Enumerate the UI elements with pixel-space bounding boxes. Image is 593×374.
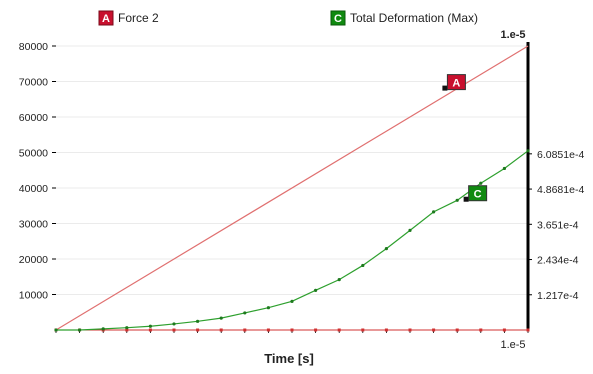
- baseline-series-point: [384, 328, 388, 332]
- y-left-tick-label: 80000: [19, 41, 48, 53]
- x-axis-top-label: 1.e-5: [500, 29, 525, 41]
- callout-label: A: [452, 78, 460, 90]
- axes-layer: 10000 20000 30000 40000 50000 60000 70000 80000…: [19, 41, 584, 333]
- y-left-tick-label: 20000: [19, 254, 48, 266]
- series-line-force: [55, 45, 529, 331]
- y-right-tick-label: 1.217e-4: [537, 290, 579, 302]
- series-point-deformation: [361, 263, 365, 268]
- baseline-series-point: [361, 328, 365, 332]
- y-right-tick-label: 4.8681e-4: [537, 184, 584, 196]
- series-point-deformation: [54, 328, 58, 332]
- y-left-tick-label: 10000: [19, 290, 48, 302]
- y-right-tick-label: 6.0851e-4: [537, 149, 584, 161]
- series-layer: [54, 45, 530, 332]
- baseline-series-point: [172, 328, 176, 332]
- series-point-deformation: [125, 326, 129, 330]
- series-point-deformation: [266, 306, 270, 310]
- y-left-tick-label: 60000: [19, 112, 48, 124]
- baseline-series-point: [125, 328, 129, 332]
- series-point-deformation: [432, 210, 436, 214]
- baseline-series-point: [502, 328, 506, 332]
- callout-box: [446, 74, 466, 91]
- series-point-deformation: [78, 328, 82, 332]
- series-point-deformation: [290, 299, 294, 303]
- legend-label-deformation: Total Deformation (Max): [350, 11, 478, 25]
- y-left-tick-label: 70000: [19, 77, 48, 89]
- series-point-deformation: [526, 149, 530, 153]
- legend-item-force[interactable]: A Force 2: [98, 10, 159, 26]
- legend-key-letter-a: A: [102, 13, 110, 25]
- baseline-series-point: [337, 328, 341, 332]
- series-line-deformation: [56, 150, 529, 331]
- baseline-series-point: [479, 328, 483, 332]
- y-left-tick-label: 40000: [19, 183, 48, 195]
- baseline-series-point: [243, 328, 247, 332]
- legend-label-force: Force 2: [118, 11, 159, 25]
- series-point-deformation: [219, 316, 223, 320]
- baseline-series-point: [455, 328, 459, 332]
- callout-anchor: [463, 196, 469, 202]
- series-point-deformation: [502, 166, 506, 171]
- legend-item-deformation[interactable]: C Total Deformation (Max): [330, 10, 478, 26]
- series-point-deformation: [148, 324, 152, 328]
- baseline-series-point: [196, 328, 200, 332]
- x-axis-end-label: 1.e-5: [500, 339, 525, 351]
- callout-box: [468, 185, 488, 202]
- baseline-series-point: [526, 328, 530, 332]
- callout-label: C: [474, 189, 482, 201]
- y-left-tick-label: 50000: [19, 148, 48, 160]
- baseline-series-point: [290, 328, 294, 332]
- y-right-tick-label: 2.434e-4: [537, 255, 579, 267]
- series-point-deformation: [101, 327, 105, 331]
- legend: A Force 2 C Total Deformation (Max): [98, 10, 478, 26]
- baseline-series-point: [408, 328, 412, 332]
- series-point-deformation: [196, 319, 200, 323]
- series-point-deformation: [243, 311, 247, 315]
- series-point-deformation: [337, 278, 341, 282]
- legend-key-box-a: [98, 10, 114, 26]
- series-point-deformation: [172, 322, 176, 326]
- baseline-series-point: [432, 328, 436, 332]
- series-point-deformation: [479, 181, 483, 185]
- baseline-series-point: [314, 328, 318, 332]
- series-point-deformation: [384, 247, 388, 251]
- series-point-deformation: [408, 228, 412, 233]
- baseline-series-point: [148, 328, 152, 332]
- baseline-series-point: [266, 328, 270, 332]
- callout-anchor: [442, 85, 448, 91]
- baseline-series-point: [219, 328, 223, 332]
- x-axis-title: Time [s]: [264, 351, 314, 366]
- y-left-tick-label: 30000: [19, 219, 48, 231]
- series-point-deformation: [314, 288, 318, 292]
- series-point-deformation: [455, 198, 459, 202]
- callout-layer: AC: [442, 74, 488, 202]
- y-right-tick-label: 3.651e-4: [537, 219, 579, 231]
- legend-key-box-c: [330, 10, 346, 26]
- legend-key-letter-c: C: [334, 13, 342, 25]
